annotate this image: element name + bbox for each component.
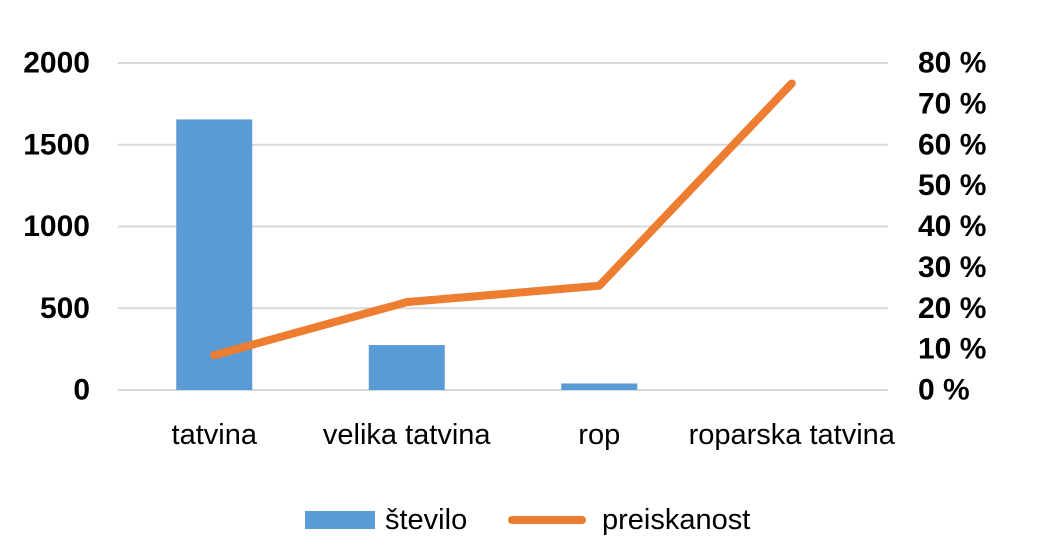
y-right-tick-label: 30 % [918, 251, 986, 284]
y-right-tick-label: 80 % [918, 47, 986, 80]
line-preiskanost [210, 79, 796, 360]
x-tick-label: tatvina [172, 419, 258, 451]
y-left-tick-label: 2000 [23, 47, 90, 80]
legend-label-preiskanost: preiskanost [602, 504, 750, 536]
legend-swatch-stevilo [305, 511, 375, 529]
legend-label-stevilo: število [385, 504, 467, 536]
x-tick-label: roparska tatvina [689, 419, 896, 451]
bar-stevilo [368, 345, 445, 390]
y-left-tick-label: 1500 [23, 128, 90, 161]
y-right-tick-label: 10 % [918, 333, 986, 366]
y-right-tick-label: 0 % [918, 374, 970, 407]
x-tick-label: velika tatvina [323, 419, 492, 451]
x-tick-label: rop [578, 419, 620, 451]
y-left-tick-label: 500 [40, 292, 90, 325]
y-right-tick-label: 70 % [918, 87, 986, 120]
y-left-tick-label: 1000 [23, 210, 90, 243]
y-right-tick-label: 40 % [918, 210, 986, 243]
bar-stevilo [561, 383, 638, 390]
y-right-tick-label: 20 % [918, 292, 986, 325]
y-right-tick-label: 50 % [918, 169, 986, 202]
y-right-tick-label: 60 % [918, 128, 986, 161]
y-left-tick-label: 0 [73, 374, 90, 407]
